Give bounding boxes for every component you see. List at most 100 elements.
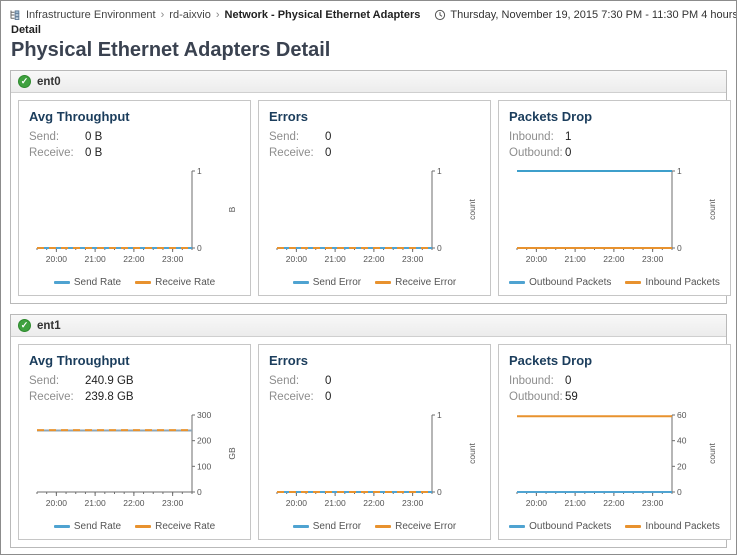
svg-text:1: 1: [677, 166, 682, 176]
legend-swatch: [509, 281, 526, 284]
svg-text:22:00: 22:00: [603, 254, 625, 264]
svg-text:23:00: 23:00: [162, 498, 184, 508]
legend-item: Receive Error: [375, 277, 456, 288]
card-packets-drop: Packets Drop Inbound: 0 Outbound: 59 0 20 40…: [498, 344, 731, 540]
card-packets-drop: Packets Drop Inbound: 1 Outbound: 0 0 1 coun…: [498, 100, 731, 296]
legend-swatch: [375, 281, 392, 284]
legend-label: Receive Error: [395, 277, 457, 288]
panel-header-ent0[interactable]: ent0: [11, 71, 726, 93]
svg-text:23:00: 23:00: [402, 254, 424, 264]
stat-value: 0: [565, 147, 572, 159]
legend-swatch: [509, 525, 526, 528]
legend-swatch: [625, 281, 642, 284]
svg-text:1: 1: [437, 410, 442, 420]
svg-text:21:00: 21:00: [564, 498, 586, 508]
svg-text:21:00: 21:00: [84, 254, 106, 264]
time-range-selector[interactable]: Thursday, November 19, 2015 7:30 PM - 11…: [434, 9, 737, 21]
svg-text:22:00: 22:00: [363, 498, 385, 508]
panel-header-ent1[interactable]: ent1: [11, 315, 726, 337]
svg-text:200: 200: [197, 436, 211, 446]
panels-container: ent0 Avg Throughput Send: 0 B Receive: 0 B…: [1, 70, 736, 548]
card-avg-throughput: Avg Throughput Send: 0 B Receive: 0 B 0 1 B 2…: [18, 100, 251, 296]
breadcrumb-item-current: Network - Physical Ethernet Adapters: [211, 9, 421, 21]
page-title: Physical Ethernet Adapters Detail: [11, 39, 331, 61]
stat-label: Inbound:: [509, 375, 554, 387]
chart-legend: Outbound Packets Inbound Packets: [509, 277, 720, 288]
legend-item: Send Rate: [53, 277, 122, 288]
svg-text:20:00: 20:00: [46, 498, 68, 508]
breadcrumb-item-rd-aixvio[interactable]: rd-aixvio: [156, 9, 211, 21]
svg-text:1: 1: [197, 166, 202, 176]
card-title: Avg Throughput: [29, 353, 130, 368]
svg-text:22:00: 22:00: [363, 254, 385, 264]
svg-text:23:00: 23:00: [642, 498, 664, 508]
chart-legend: Send Rate Receive Rate: [29, 277, 240, 288]
svg-text:60: 60: [677, 410, 687, 420]
svg-text:21:00: 21:00: [324, 254, 346, 264]
svg-text:0: 0: [677, 487, 682, 497]
legend-item: Outbound Packets: [509, 277, 611, 288]
legend-item: Receive Rate: [135, 277, 215, 288]
legend-swatch: [53, 525, 70, 528]
panel-name: ent0: [37, 75, 61, 88]
chart-legend: Outbound Packets Inbound Packets: [509, 521, 720, 532]
stat-label: Outbound:: [509, 391, 563, 403]
stat-label: Outbound:: [509, 147, 563, 159]
status-ok-icon: [18, 75, 31, 88]
stat-label: Receive:: [269, 147, 314, 159]
svg-text:count: count: [467, 442, 477, 463]
svg-text:21:00: 21:00: [564, 254, 586, 264]
status-ok-icon: [18, 319, 31, 332]
stat-value: 240.9 GB: [85, 375, 134, 387]
stat-label: Send:: [269, 375, 300, 387]
svg-text:20: 20: [677, 461, 687, 471]
stat-label: Send:: [29, 131, 60, 143]
svg-text:22:00: 22:00: [123, 498, 145, 508]
line-chart: 0 1 count 20:00 21:00 22:00 23:00: [516, 166, 717, 264]
legend-item: Inbound Packets: [625, 277, 720, 288]
svg-text:20:00: 20:00: [286, 498, 308, 508]
card-avg-throughput: Avg Throughput Send: 240.9 GB Receive: 239…: [18, 344, 251, 540]
detail-label: Detail: [11, 24, 41, 36]
stat-value: 0 B: [85, 147, 103, 159]
legend-swatch: [292, 281, 309, 284]
breadcrumb-item-infrastructure-environment[interactable]: Infrastructure Environment: [26, 9, 156, 21]
svg-text:0: 0: [437, 243, 442, 253]
card-errors: Errors Send: 0 Receive: 0 0 1 count 20:00 21:0…: [258, 100, 491, 296]
panel-name: ent1: [37, 319, 61, 332]
svg-text:0: 0: [677, 243, 682, 253]
card-title: Errors: [269, 109, 309, 124]
line-chart: 0 1 B 20:00 21:00 22:00 23:00: [36, 166, 237, 264]
stat-label: Send:: [29, 375, 60, 387]
time-range-text: Thursday, November 19, 2015 7:30 PM - 11…: [450, 9, 737, 21]
stat-label: Receive:: [29, 391, 74, 403]
legend-label: Inbound Packets: [645, 521, 720, 532]
legend-item: Send Error: [292, 277, 361, 288]
svg-text:20:00: 20:00: [286, 254, 308, 264]
chart-legend: Send Rate Receive Rate: [29, 521, 240, 532]
legend-item: Outbound Packets: [509, 521, 611, 532]
legend-swatch: [625, 525, 642, 528]
breadcrumb: Infrastructure Environment rd-aixvio Net…: [9, 9, 420, 21]
svg-text:23:00: 23:00: [402, 498, 424, 508]
line-chart: 0 1 count 20:00 21:00 22:00 23:00: [276, 166, 477, 264]
legend-label: Send Rate: [73, 277, 122, 288]
svg-text:22:00: 22:00: [603, 498, 625, 508]
legend-swatch: [53, 281, 70, 284]
panel-ent1: ent1 Avg Throughput Send: 240.9 GB Receiv…: [10, 314, 731, 548]
legend-item: Send Error: [292, 521, 362, 532]
svg-text:20:00: 20:00: [526, 254, 548, 264]
panel-body: Avg Throughput Send: 240.9 GB Receive: 239…: [11, 337, 731, 547]
legend-swatch: [135, 525, 152, 528]
legend-label: Receive Rate: [155, 521, 216, 532]
legend-item: Inbound Packets: [625, 521, 720, 532]
line-chart: 0 20 40 60 count 20:00 21:00 22:00 23:00: [516, 410, 717, 508]
svg-text:21:00: 21:00: [84, 498, 106, 508]
stat-label: Send:: [269, 131, 300, 143]
svg-text:0: 0: [197, 243, 202, 253]
legend-label: Receive Rate: [155, 277, 216, 288]
legend-label: Send Error: [312, 521, 362, 532]
svg-text:100: 100: [197, 461, 211, 471]
legend-item: Send Rate: [53, 521, 121, 532]
